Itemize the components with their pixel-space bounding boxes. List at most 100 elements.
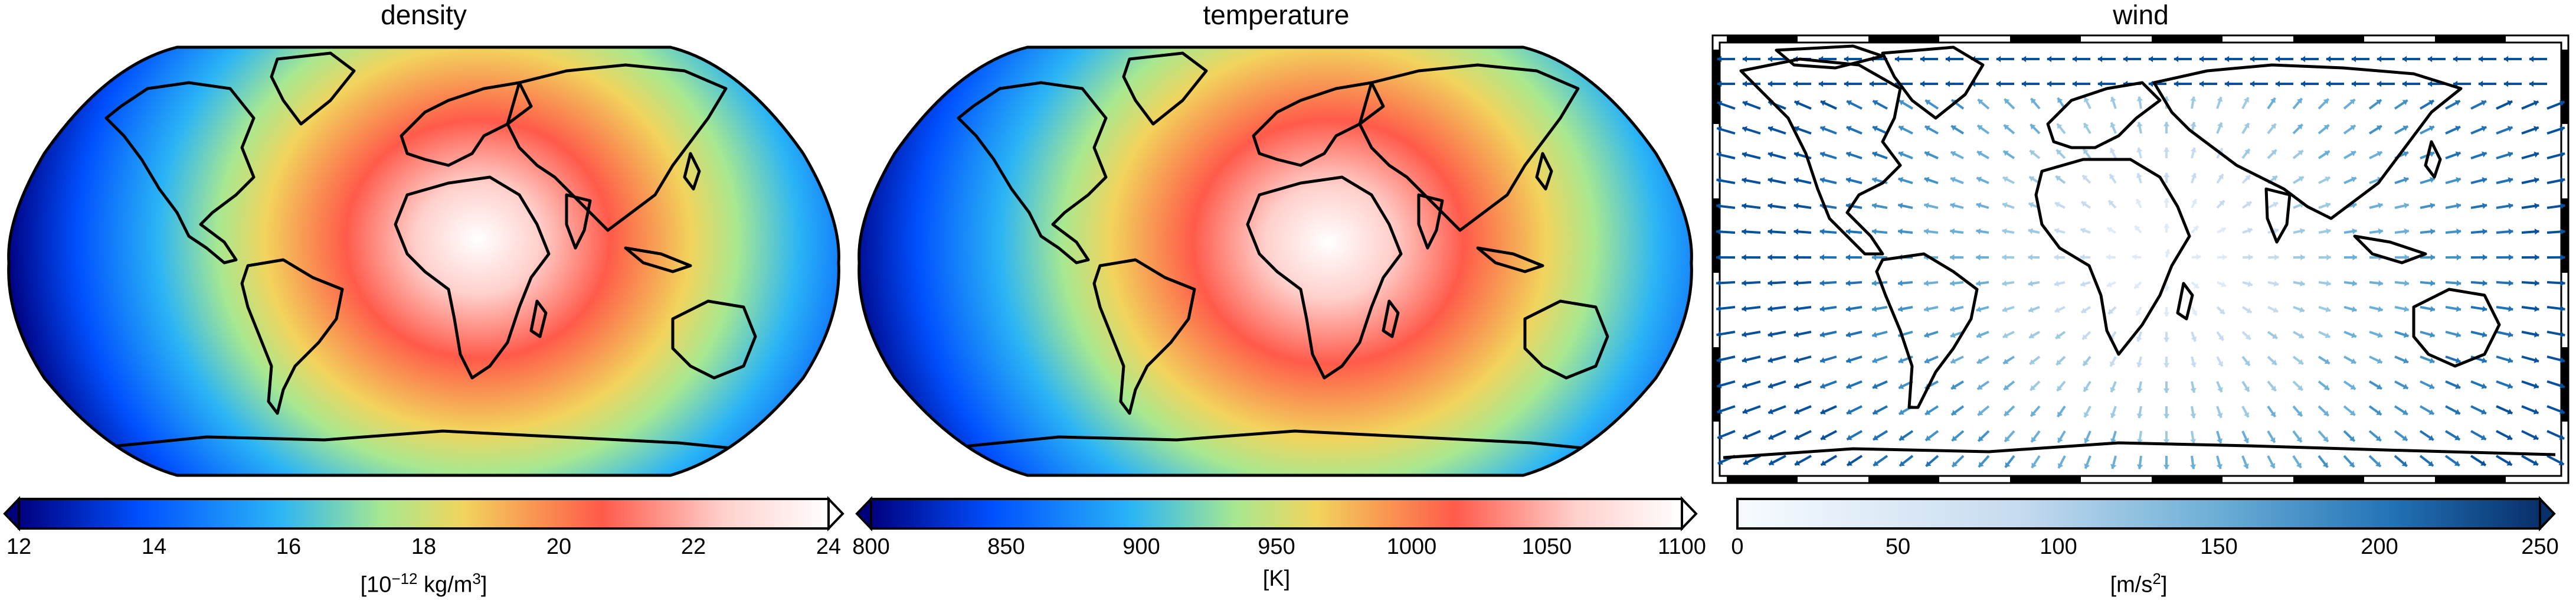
wind-arrow-head [2325,176,2330,182]
wind-arrow-head [1767,151,1773,158]
wind-arrow-head [2508,280,2513,286]
frame-checker-segment [2435,35,2506,43]
wind-arrow-head [2244,149,2250,155]
wind-arrow-head [1717,126,1722,133]
wind-arrow-head [1976,177,1982,182]
wind-arrow-head [2028,254,2032,261]
tick-label: 50 [1885,534,1911,559]
wind-arrow-head [2376,100,2382,105]
wind-arrow-head [2376,384,2382,390]
wind-arrow-head [2217,97,2223,102]
wind-arrow-head [2245,175,2251,181]
wind-arrow-head [2110,148,2116,154]
wind-arrow-head [2030,359,2035,364]
wind-arrow-head [2218,335,2224,341]
map-frame [7,45,840,477]
wind-arrow-head [2324,151,2330,156]
wind-arrow-head [2482,305,2487,312]
wind-arrow-head [2430,280,2436,286]
wind-arrow-head [2191,199,2197,205]
wind-arrow-head [1899,100,1904,106]
wind-arrow-head [2480,460,2486,466]
wind-arrow-head [2429,151,2435,158]
wind-arrow-head [2430,203,2435,209]
wind-arrow-head [2163,363,2170,368]
frame-checker-segment [1868,35,1939,43]
wind-arrow-head [1924,306,1929,312]
wind-arrow-head [2402,435,2408,440]
wind-arrow-head [2300,56,2306,63]
tick-label: 0 [1731,534,1744,559]
wind-arrow-head [2402,100,2408,106]
map-frame [857,45,1693,477]
wind-arrow-head [1716,254,1721,261]
wind-arrow-head [2164,249,2171,254]
wind-arrow-head [2428,125,2434,132]
wind-arrow-head [1846,151,1852,158]
wind-arrow-head [2273,280,2279,287]
wind-arrow-head [2455,383,2461,389]
wind-arrow-head [2480,100,2486,106]
frame-checker-segment [2561,347,2568,422]
wind-arrow-head [1716,203,1721,210]
wind-arrow-head [1977,384,1983,390]
wind-arrow-head [2136,122,2143,127]
wind-arrow-head [2506,434,2512,440]
wind-arrow-head [2190,122,2197,127]
wind-arrow-head [2054,254,2059,261]
wind-arrow-head [1717,459,1723,465]
wind-arrow-head [1742,151,1747,158]
wind-arrow-head [2004,125,2009,130]
wind-arrow-head [1767,357,1773,364]
wind-arrow-head [2002,202,2008,208]
wind-arrow-head [2110,464,2117,469]
wind-arrow-head [2454,100,2460,106]
wind-arrow-head [1871,254,1877,261]
wind-arrow-head [2273,307,2279,313]
frame-checker-segment [2010,476,2081,483]
frame-checker-segment [1868,476,1939,483]
wind-arrow-head [2350,384,2356,390]
wind-arrow-head [1743,100,1748,107]
wind-arrow-head [2021,56,2027,63]
wind-arrow-head [1793,331,1799,338]
wind-arrow-head [1978,410,1983,416]
wind-arrow-head [2323,99,2329,105]
wind-arrow-head [1976,332,1982,338]
wind-arrow-head [2377,332,2383,338]
wind-arrow-head [2246,308,2252,314]
wind-arrow-head [1978,436,1984,442]
wind-arrow-head [2533,100,2539,106]
wind-arrow-head [2427,56,2433,63]
wind-arrow-head [2456,228,2462,235]
wind-arrow-head [2428,435,2434,440]
wind-arrow-head [2402,56,2407,63]
wind-arrow-head [1716,305,1721,312]
wind-arrow-head [2081,308,2087,314]
temperature-map-panel [847,0,1705,484]
wind-arrow-head [1951,410,1957,415]
wind-arrow-head [2031,411,2037,416]
wind-arrow-head [2532,460,2538,466]
wind-arrow-head [2480,435,2486,440]
wind-arrow-head [2534,151,2539,158]
wind-arrow-head [2055,176,2061,181]
wind-arrow-head [1821,434,1827,440]
wind-arrow-head [2529,56,2534,63]
wind-arrow-head [2110,122,2116,128]
wind-arrow-head [1793,254,1798,261]
wind-arrow-head [1924,125,1930,131]
wind-arrow-head [1819,305,1825,312]
wind-arrow-head [1872,357,1878,364]
wind-arrow-head [2298,332,2304,339]
tick-label: 150 [2200,534,2238,559]
wind-arrow-head [1820,151,1825,158]
wind-arrow-head [2403,332,2409,338]
gradient-bar [870,498,1683,530]
wind-arrow-head [2561,280,2565,286]
wind-arrow-head [1717,433,1723,440]
wind-arrow-head [2030,150,2035,156]
wind-arrow-head [2270,123,2276,129]
wind-arrow-head [1793,305,1799,312]
wind-arrow-head [2244,360,2250,366]
